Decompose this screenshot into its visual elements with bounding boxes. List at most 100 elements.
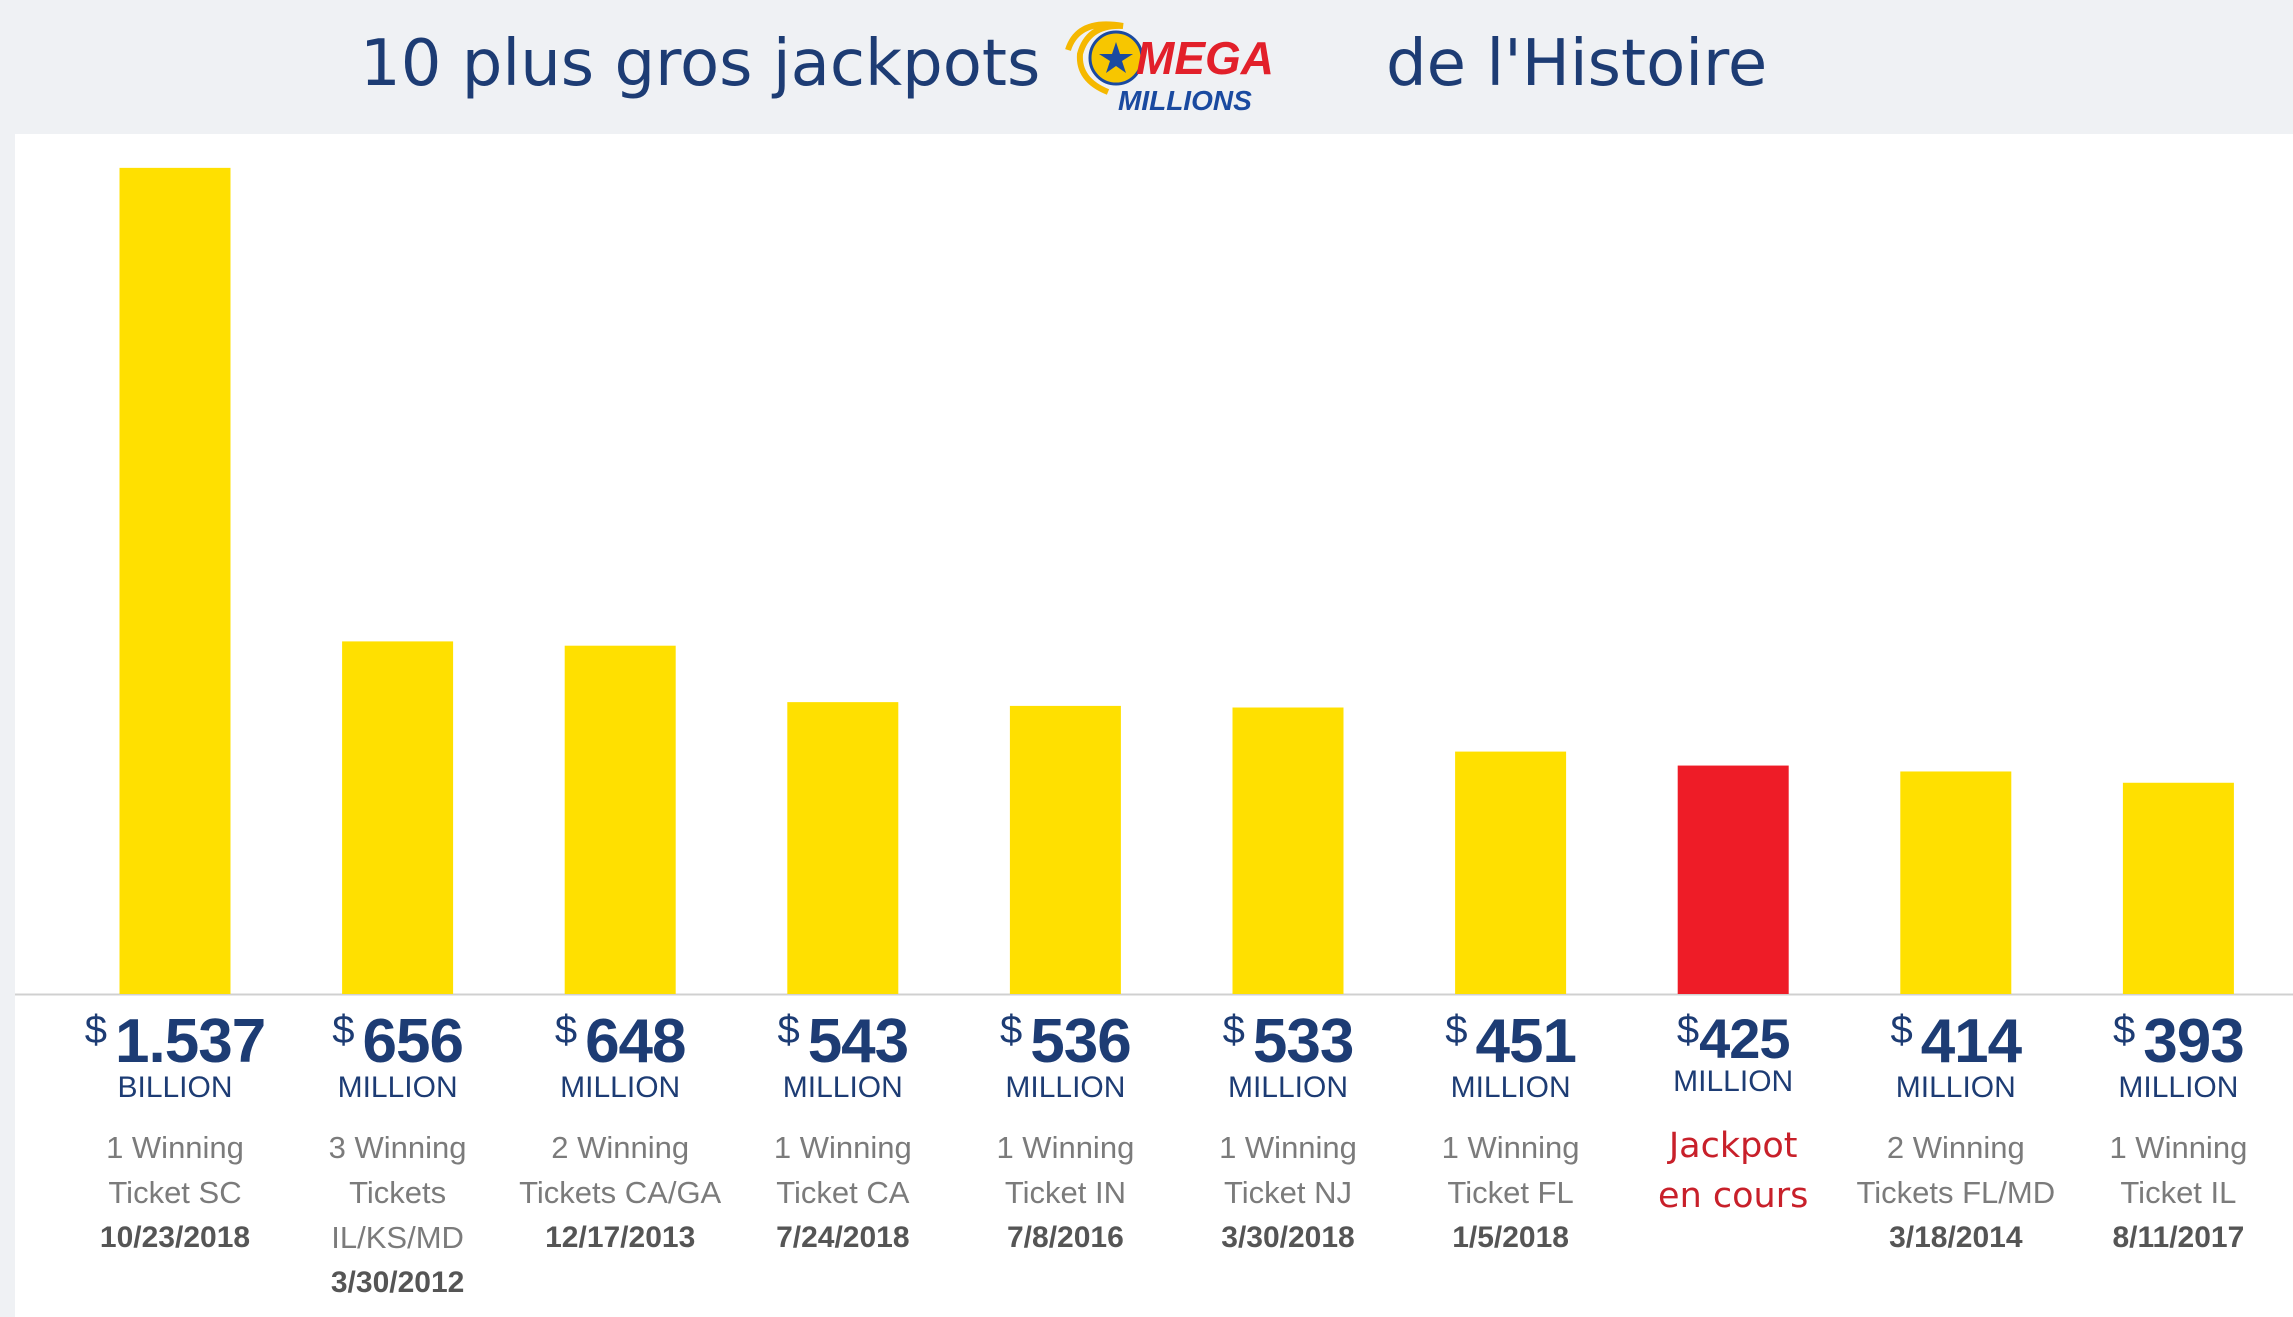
bar-3 — [564, 645, 676, 994]
bar-chart — [15, 167, 2293, 996]
bar-label-7: $451 MILLION 1 Winning Ticket FL 1/5/2018 — [1391, 1006, 1631, 1255]
description-line: Tickets FL/MD — [1856, 1175, 2056, 1210]
description-line: Jackpot — [1668, 1126, 1798, 1166]
draw-date: 3/18/2014 — [1889, 1221, 2023, 1254]
winner-description: 1 Winning Ticket CA — [723, 1125, 963, 1215]
bar-label-8: $425 MILLION Jackpot en cours — [1613, 1006, 1853, 1221]
draw-date: 3/30/2018 — [1221, 1221, 1355, 1254]
description-line: Ticket NJ — [1223, 1175, 1353, 1210]
description-line: 3 Winning — [328, 1130, 467, 1165]
amount-number: 536 — [1030, 1007, 1131, 1076]
bar-label-1: $1.537 BILLION 1 Winning Ticket SC 10/23/201… — [55, 1006, 295, 1255]
amount-number: 648 — [585, 1007, 686, 1076]
bar-10 — [2122, 782, 2234, 994]
currency-symbol: $ — [777, 1008, 800, 1052]
amount-number: 393 — [2143, 1007, 2244, 1076]
description-line: 1 Winning — [1441, 1130, 1580, 1165]
description-line: 1 Winning — [996, 1130, 1135, 1165]
amount-value: $425 — [1613, 1006, 1853, 1071]
currency-symbol: $ — [1222, 1008, 1245, 1052]
winner-description: 2 Winning Tickets CA/GA — [500, 1125, 740, 1215]
draw-date: 7/24/2018 — [776, 1221, 910, 1254]
draw-date: 1/5/2018 — [1452, 1221, 1569, 1254]
amount-unit: MILLION — [782, 1071, 903, 1104]
amount-value: $1.537 — [55, 1006, 295, 1077]
bar-label-5: $536 MILLION 1 Winning Ticket IN 7/8/2016 — [945, 1006, 1185, 1255]
amount-value: $656 — [278, 1006, 518, 1077]
draw-date: 10/23/2018 — [99, 1221, 251, 1254]
amount-unit: MILLION — [1450, 1071, 1571, 1104]
logo-word-millions: MILLIONS — [1118, 85, 1252, 116]
description-line: 1 Winning — [2109, 1130, 2248, 1165]
description-line: Ticket SC — [108, 1175, 242, 1210]
amount-unit: MILLION — [1227, 1071, 1349, 1104]
description-line: 1 Winning — [773, 1130, 912, 1165]
amount-value: $533 — [1168, 1006, 1408, 1077]
amount-value: $393 — [2058, 1006, 2293, 1077]
bar-label-3: $648 MILLION 2 Winning Tickets CA/GA 12/17/2… — [500, 1006, 740, 1255]
description-line: 1 Winning — [106, 1130, 244, 1165]
description-line: 2 Winning — [551, 1130, 690, 1165]
amount-number: 451 — [1475, 1007, 1576, 1076]
amount-unit: MILLION — [560, 1071, 681, 1104]
winner-description: 1 Winning Ticket NJ — [1168, 1125, 1408, 1215]
description-line: Tickets — [349, 1175, 447, 1210]
description-line: IL/KS/MD — [331, 1220, 464, 1255]
chart-area: $1.537 BILLION 1 Winning Ticket SC 10/23/201… — [15, 134, 2293, 1317]
currency-symbol: $ — [84, 1008, 108, 1052]
bar-6 — [1232, 707, 1344, 994]
draw-date: 7/8/2016 — [1007, 1221, 1124, 1254]
amount-number: 656 — [362, 1007, 463, 1076]
winner-description: 1 Winning Ticket IN — [945, 1125, 1185, 1215]
description-line: 1 Winning — [1219, 1130, 1357, 1165]
amount-number: 414 — [1920, 1007, 2022, 1076]
title-right: de l'Histoire — [1386, 27, 1768, 101]
draw-date: 12/17/2013 — [545, 1221, 696, 1254]
currency-symbol: $ — [2113, 1008, 2136, 1052]
description-line: Ticket FL — [1447, 1175, 1574, 1210]
description-line: Tickets CA/GA — [519, 1175, 722, 1210]
winner-description: 1 Winning Ticket SC — [55, 1125, 295, 1215]
amount-unit: MILLION — [1673, 1065, 1794, 1098]
currency-symbol: $ — [1445, 1008, 1468, 1052]
currency-symbol: $ — [1676, 1008, 1700, 1052]
bar-label-2: $656 MILLION 3 Winning Tickets IL/KS/MD 3/30/… — [278, 1006, 518, 1300]
bar-label-9: $414 MILLION 2 Winning Tickets FL/MD 3/18/20… — [1836, 1006, 2076, 1255]
amount-number: 533 — [1252, 1007, 1354, 1076]
currency-symbol: $ — [1890, 1008, 1913, 1052]
logo-ball-ring — [1088, 30, 1144, 86]
description-line: en cours — [1658, 1176, 1809, 1216]
amount-unit: BILLION — [117, 1071, 233, 1104]
amount-unit: MILLION — [1005, 1071, 1126, 1104]
bar-label-4: $543 MILLION 1 Winning Ticket CA 7/24/2018 — [723, 1006, 963, 1255]
amount-value: $543 — [723, 1006, 963, 1077]
winner-description: 1 Winning Ticket FL — [1391, 1125, 1631, 1215]
amount-number: 1.537 — [115, 1007, 266, 1076]
bar-5 — [1009, 705, 1121, 994]
amount-number: 543 — [807, 1007, 909, 1076]
winner-description: 2 Winning Tickets FL/MD — [1836, 1125, 2076, 1215]
bar-8 — [1677, 765, 1789, 994]
description-line: Ticket IL — [2120, 1175, 2237, 1210]
amount-value: $536 — [945, 1006, 1185, 1077]
logo-star-icon — [1099, 42, 1133, 73]
bar-2 — [342, 641, 454, 994]
description-line: 2 Winning — [1886, 1130, 2025, 1165]
amount-value: $451 — [1391, 1006, 1631, 1077]
amount-unit: MILLION — [1895, 1071, 2016, 1104]
winner-description: 1 Winning Ticket IL — [2058, 1125, 2293, 1215]
bar-7 — [1455, 751, 1567, 994]
bar-9 — [1900, 771, 2012, 994]
current-jackpot-note: Jackpot en cours — [1613, 1121, 1853, 1221]
amount-value: $648 — [500, 1006, 740, 1077]
amount-unit: MILLION — [2118, 1071, 2239, 1104]
currency-symbol: $ — [1000, 1008, 1023, 1052]
draw-date: 8/11/2017 — [2112, 1221, 2245, 1254]
bar-label-10: $393 MILLION 1 Winning Ticket IL 8/11/2017 — [2058, 1006, 2293, 1255]
bar-1 — [119, 167, 231, 995]
currency-symbol: $ — [554, 1008, 578, 1052]
description-line: Ticket IN — [1004, 1175, 1126, 1210]
bar-4 — [787, 702, 899, 994]
description-line: Ticket CA — [776, 1175, 910, 1210]
currency-symbol: $ — [332, 1008, 355, 1052]
